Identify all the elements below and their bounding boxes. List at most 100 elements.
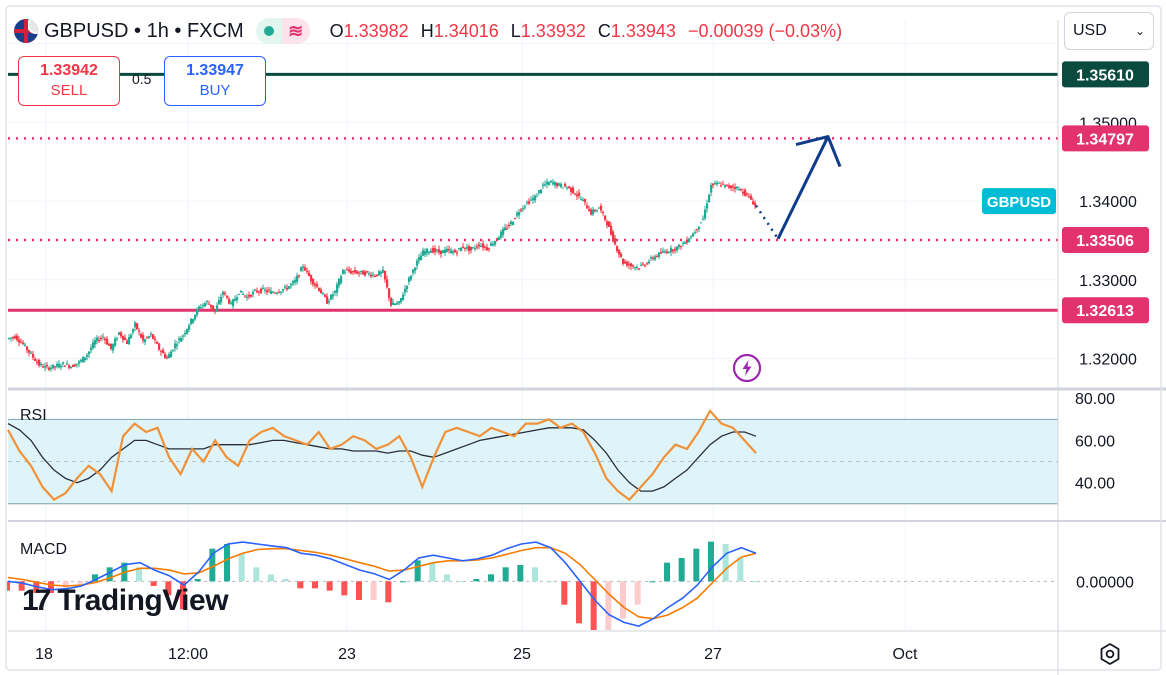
candle-body	[20, 342, 23, 344]
candle-body	[596, 209, 599, 211]
candle-body	[126, 340, 129, 345]
candle-body	[562, 187, 565, 189]
macd-histogram-bar	[165, 581, 172, 596]
candle-body	[506, 228, 509, 230]
low-value: 1.33932	[520, 20, 586, 41]
macd-histogram-bar	[664, 562, 670, 582]
time-tick-label: 25	[513, 646, 531, 663]
time-tick-label: 27	[704, 646, 722, 663]
tradingview-logo[interactable]: 17 TradingView	[22, 584, 229, 618]
candle-body	[308, 272, 311, 277]
candle-body	[672, 249, 675, 252]
candle-body	[374, 275, 377, 277]
candle-body	[734, 187, 737, 189]
candle-body	[178, 338, 181, 341]
candle-body	[674, 248, 677, 251]
candle-body	[698, 226, 701, 229]
candle-body	[570, 187, 573, 193]
macd-signal-line	[7, 546, 757, 620]
high-value: 1.34016	[433, 20, 499, 41]
macd-histogram-bar	[77, 581, 84, 584]
spread-value: 0.5	[132, 71, 152, 87]
macd-histogram-bar	[590, 581, 597, 630]
macd-histogram-bar	[737, 558, 744, 582]
candle-body	[480, 245, 483, 247]
price-tick-label: 1.32000	[1079, 351, 1137, 368]
candle-body	[438, 249, 441, 253]
candle-body	[430, 250, 433, 253]
projection-arrow[interactable]	[754, 135, 842, 240]
candle-body	[160, 351, 163, 353]
candle-body	[222, 291, 225, 295]
candle-body	[664, 251, 667, 253]
macd-histogram-bar	[370, 581, 377, 600]
candle-body	[62, 362, 65, 364]
candle-body	[516, 212, 519, 216]
candle-body	[260, 288, 263, 293]
candle-body	[396, 303, 399, 305]
macd-histogram-bar	[356, 581, 362, 600]
ticker-tag-box	[982, 188, 1056, 215]
candle-body	[602, 211, 605, 214]
candle-body	[718, 182, 721, 184]
candle-body	[172, 349, 175, 351]
macd-histogram-bar	[385, 581, 392, 603]
candle-body	[434, 248, 437, 252]
candle-body	[576, 194, 579, 197]
horizontal-levels[interactable]	[8, 72, 1058, 312]
macd-pane-title: MACD	[20, 541, 67, 558]
candle-body	[728, 185, 731, 188]
currency-select[interactable]: USD ⌄	[1064, 12, 1154, 50]
lightning-icon[interactable]	[732, 353, 762, 383]
candle-body	[136, 323, 139, 330]
candle-body	[446, 248, 449, 252]
candle-body	[414, 267, 417, 271]
macd-histogram-bar	[444, 574, 450, 582]
candle-body	[652, 258, 655, 260]
level-tag-box	[1062, 297, 1149, 324]
macd-histogram-bar	[502, 567, 509, 582]
candle-body	[156, 342, 159, 344]
buy-button[interactable]: 1.33947 BUY	[164, 56, 266, 106]
candle-body	[716, 182, 719, 185]
candle-body	[224, 293, 227, 295]
settings-icon[interactable]	[1097, 641, 1123, 667]
market-status-pill[interactable]: ≋	[255, 18, 310, 44]
candle-body	[578, 192, 581, 196]
candle-body	[656, 256, 659, 258]
candle-body	[548, 182, 551, 186]
candle-body	[492, 243, 495, 246]
rsi-pane-title: RSI	[20, 407, 47, 424]
candle-body	[566, 187, 569, 189]
symbol-title[interactable]: GBPUSD • 1h • FXCM	[44, 19, 244, 42]
candle-body	[730, 185, 733, 189]
rsi-tick-label: 80.00	[1075, 391, 1115, 408]
candle-body	[132, 329, 135, 333]
candle-body	[236, 297, 239, 300]
logo-text: TradingView	[57, 584, 229, 617]
sell-button[interactable]: 1.33942 SELL	[18, 56, 120, 106]
candle-body	[638, 268, 641, 270]
rsi-ma-line	[7, 423, 757, 492]
pane-dividers	[5, 5, 1166, 675]
candle-body	[622, 258, 625, 264]
macd-histogram-bar	[253, 567, 260, 582]
candle-body	[82, 356, 85, 363]
candle-body	[152, 334, 155, 339]
candle-body	[752, 201, 755, 205]
candle-body	[264, 289, 267, 291]
candle-body	[448, 249, 451, 251]
candle-body	[234, 298, 237, 301]
macd-histogram-bar	[532, 567, 538, 582]
macd-histogram-bar	[180, 581, 186, 610]
candle-body	[468, 246, 471, 251]
candle-body	[30, 352, 33, 354]
candle-body	[40, 363, 43, 366]
candle-body	[318, 287, 321, 291]
projection-dotted-line	[754, 204, 780, 240]
candle-body	[230, 302, 233, 304]
level-tag-box	[1062, 226, 1149, 253]
candle-body	[84, 357, 87, 360]
candle-body	[512, 221, 515, 226]
